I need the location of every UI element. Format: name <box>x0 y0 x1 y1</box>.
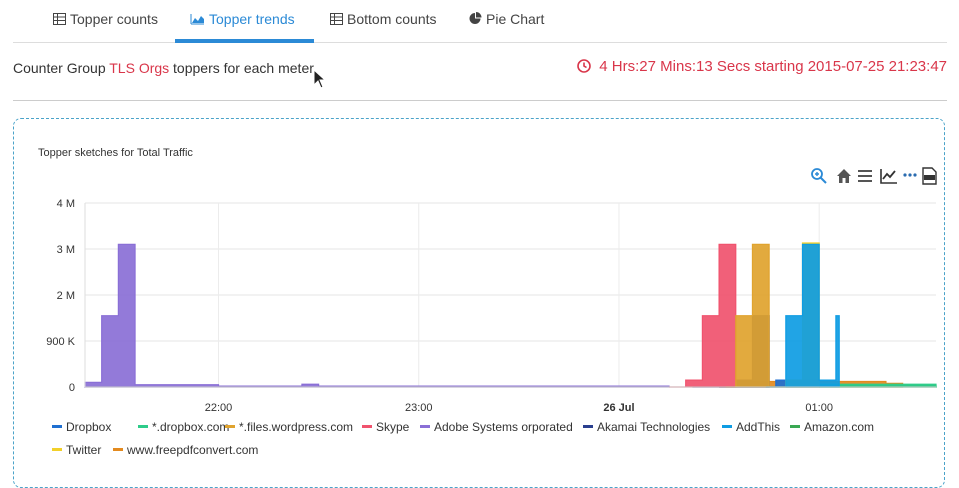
legend-item[interactable]: *.dropbox.com <box>138 420 229 434</box>
legend-swatch <box>225 425 235 428</box>
tab-topper-trends[interactable]: Topper trends <box>175 0 314 43</box>
time-window-text: 4 Hrs:27 Mins:13 Secs starting 2015-07-2… <box>599 58 947 75</box>
menu-icon[interactable] <box>856 167 874 185</box>
legend-label: Amazon.com <box>804 420 875 434</box>
time-window: 4 Hrs:27 Mins:13 Secs starting 2015-07-2… <box>577 58 947 77</box>
home-icon[interactable] <box>835 167 853 185</box>
tab-label: Topper counts <box>70 11 158 27</box>
tab-topper-counts[interactable]: Topper counts <box>53 0 183 42</box>
legend-item[interactable]: AddThis <box>722 420 780 434</box>
counter-group-link[interactable]: TLS Orgs <box>109 60 170 76</box>
legend-item[interactable]: Adobe Systems orporated <box>420 420 573 434</box>
legend-label: Twitter <box>66 443 102 457</box>
subtitle-suffix: toppers for each meter <box>173 60 314 76</box>
tab-label: Topper trends <box>209 11 295 27</box>
zoom-icon[interactable] <box>810 167 828 185</box>
legend-label: AddThis <box>736 420 781 434</box>
pie-chart-icon <box>469 1 482 39</box>
tab-label: Bottom counts <box>347 11 437 27</box>
legend-item[interactable]: www.freepdfconvert.com <box>113 443 258 457</box>
line-chart-icon[interactable] <box>880 167 898 185</box>
tab-bar: Topper counts Topper trends Bottom count… <box>13 0 947 43</box>
subtitle-prefix: Counter Group <box>13 60 106 76</box>
legend-label: Adobe Systems orporated <box>434 420 573 434</box>
legend-swatch <box>52 448 62 451</box>
tab-bottom-counts[interactable]: Bottom counts <box>330 0 460 42</box>
legend-item[interactable]: *.files.wordpress.com <box>225 420 353 434</box>
legend-label: *.dropbox.com <box>152 420 230 434</box>
legend-swatch <box>362 425 372 428</box>
legend-label: *.files.wordpress.com <box>239 420 354 434</box>
pdf-icon[interactable] <box>920 167 938 185</box>
mouse-cursor <box>313 68 327 94</box>
clock-icon <box>577 59 592 77</box>
legend-swatch <box>420 425 430 428</box>
legend-item[interactable]: Akamai Technologies <box>583 420 710 434</box>
area-chart-icon <box>190 1 205 39</box>
counter-group-description: Counter Group TLS Orgs toppers for each … <box>13 60 314 76</box>
legend-swatch <box>790 425 800 428</box>
table-icon <box>330 1 343 39</box>
legend-item[interactable]: Skype <box>362 420 409 434</box>
tab-label: Pie Chart <box>486 11 545 27</box>
legend-swatch <box>113 448 123 451</box>
table-icon <box>53 1 66 39</box>
tab-pie-chart[interactable]: Pie Chart <box>469 0 569 42</box>
more-icon[interactable] <box>902 167 920 185</box>
legend-swatch <box>52 425 62 428</box>
legend-label: Akamai Technologies <box>597 420 711 434</box>
chart-title: Topper sketches for Total Traffic <box>38 147 193 159</box>
legend-label: Dropbox <box>66 420 112 434</box>
legend-swatch <box>722 425 732 428</box>
legend-swatch <box>583 425 593 428</box>
legend-item[interactable]: Twitter <box>52 443 101 457</box>
legend-item[interactable]: Dropbox <box>52 420 111 434</box>
legend-label: Skype <box>376 420 410 434</box>
legend-label: www.freepdfconvert.com <box>127 443 259 457</box>
legend-swatch <box>138 425 148 428</box>
divider <box>13 100 947 101</box>
legend-item[interactable]: Amazon.com <box>790 420 874 434</box>
